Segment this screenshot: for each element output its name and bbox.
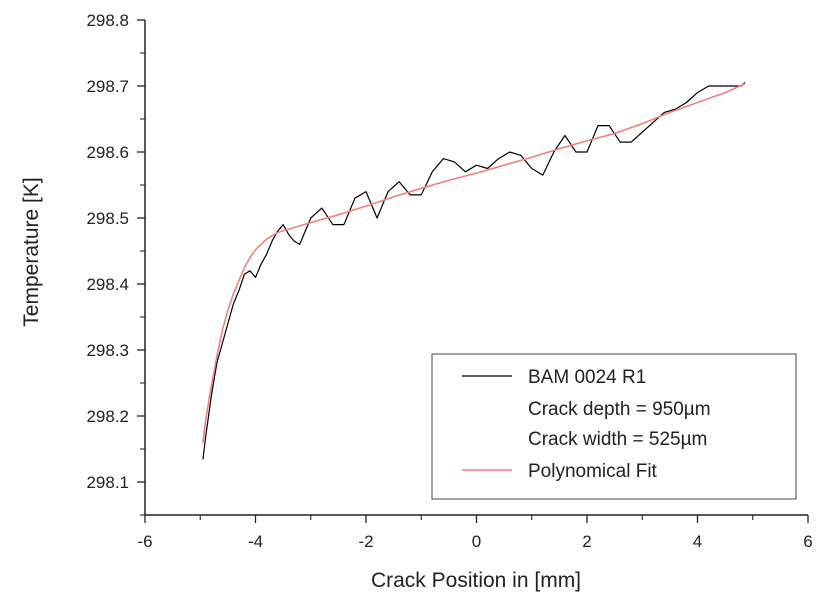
x-axis-title: Crack Position in [mm] bbox=[371, 569, 581, 592]
axis-ticks bbox=[137, 19, 809, 523]
y-tick-label: 298.3 bbox=[86, 341, 129, 360]
legend: BAM 0024 R1 Crack depth = 950µm Crack wi… bbox=[431, 353, 797, 500]
x-tick-label: -6 bbox=[137, 532, 152, 551]
measured-series-line bbox=[202, 82, 746, 460]
y-axis-title: Temperature [K] bbox=[20, 177, 43, 326]
y-tick-label: 298.6 bbox=[86, 143, 129, 162]
x-tick-label: 0 bbox=[472, 532, 481, 551]
y-tick-label: 298.7 bbox=[86, 77, 129, 96]
y-tick-label: 298.1 bbox=[86, 473, 129, 492]
y-tick-label: 298.4 bbox=[86, 275, 129, 294]
legend-label-fit: Polynomical Fit bbox=[528, 461, 658, 482]
x-tick-label: -2 bbox=[358, 532, 373, 551]
x-tick-label: -4 bbox=[248, 532, 263, 551]
legend-label-measured: BAM 0024 R1 bbox=[528, 367, 646, 388]
legend-crack-depth: Crack depth = 950µm bbox=[528, 399, 711, 420]
x-tick-labels: -6 -4 -2 0 2 4 6 bbox=[137, 532, 812, 551]
legend-crack-width: Crack width = 525µm bbox=[528, 429, 707, 450]
legend-box bbox=[431, 353, 797, 500]
x-tick-label: 2 bbox=[582, 532, 591, 551]
y-tick-label: 298.2 bbox=[86, 407, 129, 426]
fit-series-line bbox=[202, 83, 746, 444]
y-tick-label: 298.8 bbox=[86, 11, 129, 30]
x-tick-label: 4 bbox=[693, 532, 702, 551]
y-tick-labels: 298.1 298.2 298.3 298.4 298.5 298.6 298.7 298.8 bbox=[86, 11, 129, 492]
y-tick-label: 298.5 bbox=[86, 209, 129, 228]
x-tick-label: 6 bbox=[803, 532, 812, 551]
data-series bbox=[202, 82, 746, 460]
